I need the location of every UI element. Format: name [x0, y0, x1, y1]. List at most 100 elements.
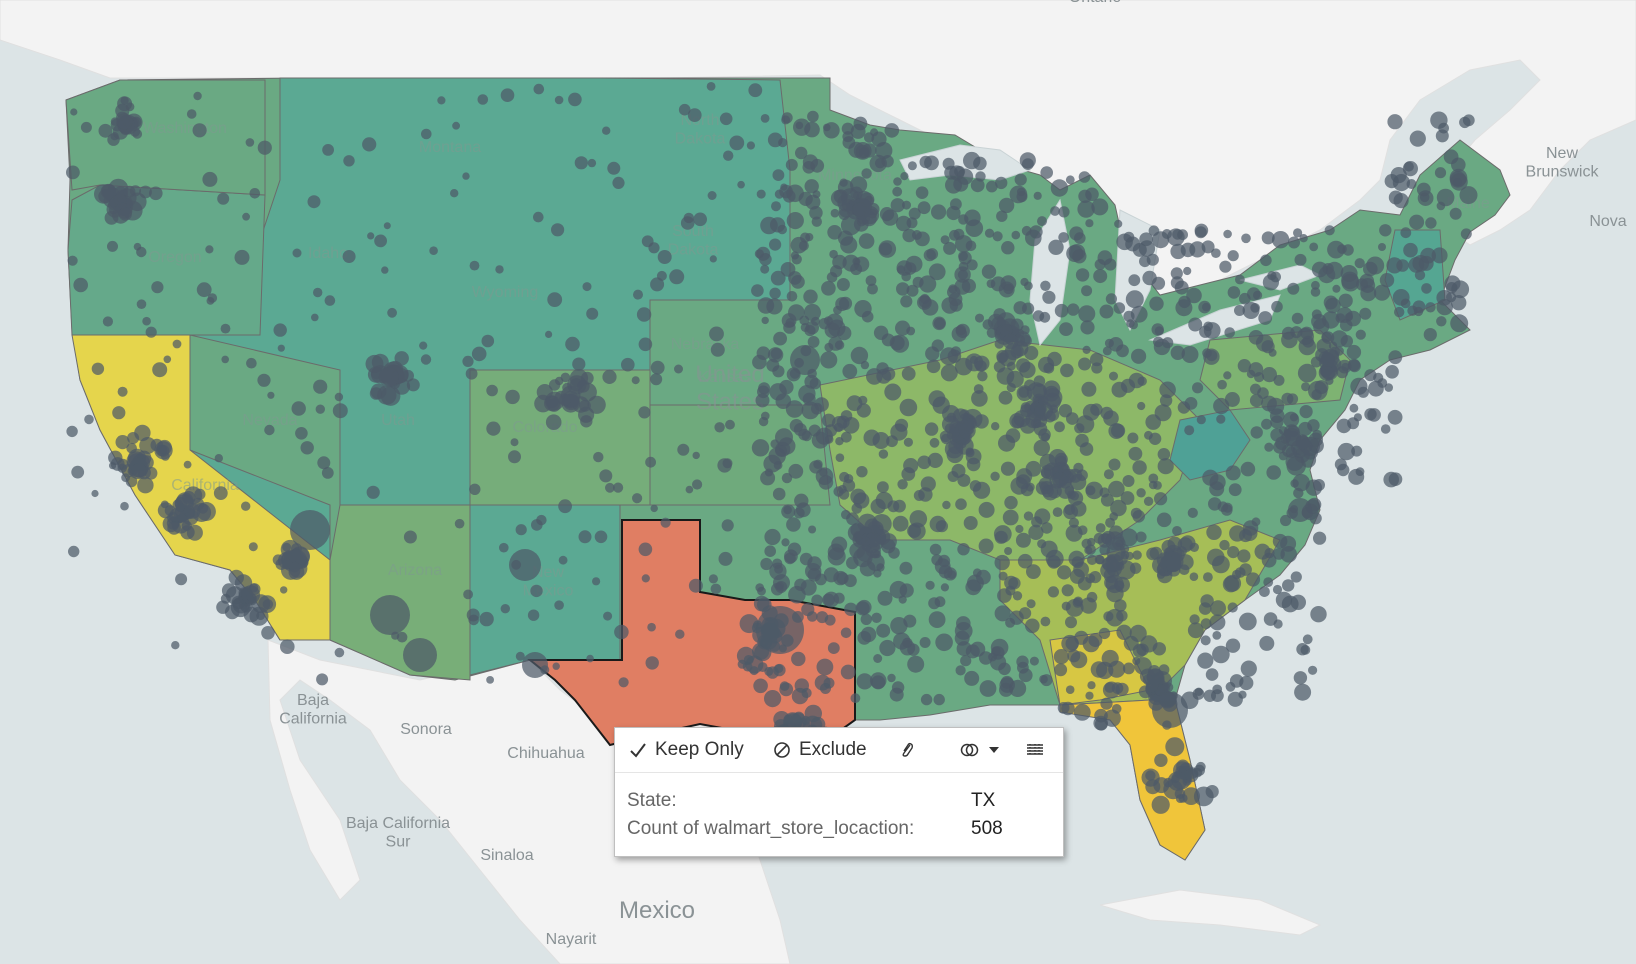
- store-location-mark[interactable]: [954, 266, 971, 283]
- store-location-mark[interactable]: [964, 670, 980, 686]
- store-location-mark[interactable]: [1175, 794, 1185, 803]
- store-location-mark[interactable]: [1059, 322, 1073, 336]
- store-location-mark[interactable]: [935, 633, 953, 652]
- store-location-mark[interactable]: [638, 406, 651, 419]
- store-location-mark[interactable]: [586, 654, 594, 663]
- store-location-mark[interactable]: [1015, 524, 1024, 534]
- store-location-mark[interactable]: [1348, 468, 1365, 485]
- store-location-mark[interactable]: [586, 307, 599, 320]
- store-location-mark[interactable]: [295, 427, 308, 440]
- store-location-mark[interactable]: [823, 567, 839, 583]
- store-location-mark[interactable]: [602, 369, 617, 384]
- store-location-mark[interactable]: [896, 282, 910, 296]
- store-location-mark[interactable]: [1212, 631, 1222, 640]
- store-location-mark[interactable]: [692, 451, 700, 460]
- store-location-mark[interactable]: [873, 325, 889, 340]
- store-location-mark[interactable]: [1140, 635, 1158, 653]
- store-location-mark[interactable]: [224, 604, 240, 620]
- store-location-mark[interactable]: [955, 420, 973, 439]
- store-location-mark[interactable]: [1058, 206, 1070, 218]
- store-location-mark[interactable]: [1337, 442, 1356, 461]
- store-location-mark[interactable]: [1167, 536, 1183, 552]
- store-location-mark[interactable]: [1348, 359, 1361, 373]
- store-location-mark[interactable]: [324, 295, 336, 306]
- store-location-mark[interactable]: [1146, 668, 1164, 685]
- store-location-mark[interactable]: [1093, 715, 1108, 731]
- store-location-mark[interactable]: [109, 198, 119, 208]
- store-location-mark[interactable]: [1099, 304, 1114, 319]
- store-location-mark[interactable]: [899, 561, 913, 575]
- store-location-mark[interactable]: [935, 520, 949, 533]
- store-location-mark[interactable]: [1157, 458, 1174, 475]
- store-location-mark[interactable]: [1436, 290, 1452, 306]
- store-location-mark[interactable]: [1009, 679, 1027, 698]
- store-location-mark[interactable]: [1308, 665, 1318, 675]
- store-location-mark[interactable]: [1459, 186, 1478, 205]
- store-location-mark[interactable]: [1037, 216, 1047, 227]
- store-location-mark[interactable]: [1293, 671, 1308, 685]
- store-location-mark[interactable]: [757, 385, 770, 399]
- store-location-mark[interactable]: [919, 275, 937, 293]
- store-location-mark[interactable]: [873, 654, 883, 663]
- store-location-mark[interactable]: [769, 562, 787, 580]
- store-location-mark[interactable]: [1187, 507, 1198, 518]
- group-members-button[interactable]: [898, 736, 924, 764]
- store-location-mark[interactable]: [669, 269, 685, 285]
- store-location-mark[interactable]: [865, 275, 877, 286]
- store-location-mark[interactable]: [770, 348, 783, 360]
- store-location-mark[interactable]: [1209, 481, 1225, 497]
- store-location-mark[interactable]: [1011, 230, 1021, 240]
- store-location-mark[interactable]: [599, 469, 613, 483]
- store-location-mark[interactable]: [1014, 173, 1027, 186]
- store-location-mark[interactable]: [981, 264, 997, 279]
- store-location-mark[interactable]: [1135, 531, 1147, 543]
- store-location-mark[interactable]: [1196, 415, 1206, 425]
- store-location-mark[interactable]: [794, 678, 809, 693]
- store-location-mark[interactable]: [1431, 247, 1448, 264]
- store-location-mark[interactable]: [1425, 302, 1436, 313]
- store-location-mark[interactable]: [1136, 488, 1146, 498]
- store-location-mark[interactable]: [1264, 442, 1274, 452]
- store-location-mark[interactable]: [1357, 386, 1369, 398]
- store-location-mark[interactable]: [508, 450, 521, 464]
- store-location-mark[interactable]: [1346, 344, 1362, 360]
- store-location-mark[interactable]: [838, 489, 850, 500]
- store-location-mark[interactable]: [764, 690, 782, 708]
- store-location-mark[interactable]: [186, 109, 197, 119]
- store-location-mark[interactable]: [708, 574, 719, 584]
- store-location-mark[interactable]: [612, 176, 625, 189]
- store-location-mark[interactable]: [554, 95, 564, 105]
- store-location-mark[interactable]: [1084, 546, 1093, 555]
- store-location-mark[interactable]: [799, 552, 813, 566]
- store-location-mark[interactable]: [1450, 173, 1468, 191]
- store-location-mark[interactable]: [560, 372, 571, 383]
- store-location-mark[interactable]: [891, 681, 905, 694]
- store-location-mark[interactable]: [1207, 548, 1225, 567]
- store-location-mark[interactable]: [717, 458, 732, 473]
- store-location-mark[interactable]: [786, 184, 804, 203]
- store-location-mark[interactable]: [1065, 636, 1079, 651]
- store-location-mark[interactable]: [1202, 302, 1211, 312]
- store-location-mark[interactable]: [465, 367, 478, 380]
- store-location-mark[interactable]: [533, 83, 545, 95]
- store-location-mark[interactable]: [510, 438, 519, 447]
- store-location-mark[interactable]: [1152, 692, 1188, 728]
- store-location-mark[interactable]: [688, 578, 703, 593]
- store-location-mark[interactable]: [788, 463, 804, 479]
- store-location-mark[interactable]: [892, 515, 909, 532]
- store-location-mark[interactable]: [931, 204, 947, 220]
- store-location-mark[interactable]: [739, 614, 759, 634]
- store-location-mark[interactable]: [1203, 572, 1213, 582]
- store-location-mark[interactable]: [1325, 297, 1341, 314]
- store-location-mark[interactable]: [367, 232, 375, 240]
- store-location-mark[interactable]: [1040, 166, 1053, 179]
- store-location-mark[interactable]: [116, 113, 133, 130]
- store-location-mark[interactable]: [804, 179, 819, 194]
- store-location-mark[interactable]: [1130, 305, 1148, 323]
- store-location-mark[interactable]: [527, 609, 540, 621]
- store-location-mark[interactable]: [764, 545, 776, 557]
- store-location-mark[interactable]: [128, 192, 147, 212]
- store-location-mark[interactable]: [631, 376, 640, 385]
- store-location-mark[interactable]: [1004, 547, 1013, 555]
- store-location-mark[interactable]: [481, 334, 495, 348]
